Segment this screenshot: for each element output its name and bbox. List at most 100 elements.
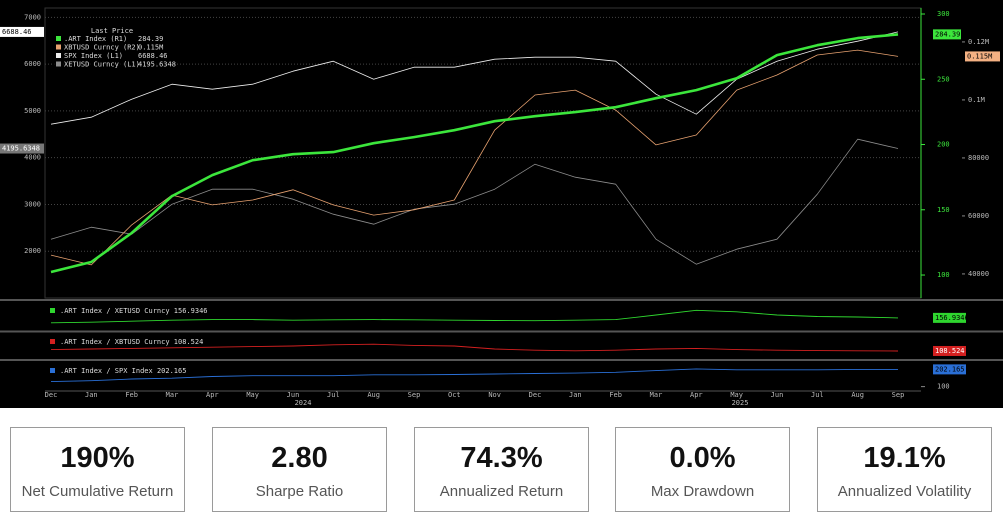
legend-label: XBTUSD Curncy (R2) [64,44,140,52]
last-price-box [965,51,1000,62]
legend-title: Last Price [91,27,133,35]
x-tick-label: Feb [609,391,622,399]
legend-name: .ART Index / XETUSD Curncy [60,307,170,315]
x-tick-label: Sep [892,391,905,399]
y-tick-label: 7000 [24,13,41,21]
y-tick-label: 4000 [24,154,41,162]
x-tick-label: Jan [85,391,98,399]
kpi-value: 19.1% [863,442,946,474]
legend [52,27,172,72]
legend-value: 4195.6348 [138,61,176,69]
y-tick-label: 100 [937,383,950,391]
x-tick-label: Jul [327,391,340,399]
y2-tick-label: 200 [937,141,950,149]
last-price-box [933,29,961,40]
legend-label: .ART Index (R1) [64,35,127,43]
x-tick-label: May [246,391,259,399]
x-tick-label: Mar [166,391,179,399]
y3-tick-label: 80000 [968,154,989,162]
x-tick-label: Aug [367,391,380,399]
last-price-label: 108.524 [935,347,965,355]
legend-value: 0.115M [138,44,163,52]
legend-swatch [56,61,61,67]
x-year-label: 2024 [295,399,312,407]
y3-tick-label: 0.1M [968,96,985,104]
kpi-card: 74.3% Annualized Return [414,427,589,512]
kpi-card: 190% Net Cumulative Return [10,427,185,512]
x-tick-label: Mar [650,391,663,399]
legend-value: 108.524 [174,338,204,346]
legend-label: .ART Index / XETUSD Curncy 156.9346 [60,307,208,315]
legend-value: 202.165 [157,367,187,375]
last-price-label: 156.9346 [935,314,969,322]
y-tick-label: 2000 [24,247,41,255]
y-tick-label: 6000 [24,60,41,68]
y2-tick-label: 150 [937,206,950,214]
x-tick-label: Apr [690,391,703,399]
legend-label: XETUSD Curncy (L1) [64,61,140,69]
kpi-label: Max Drawdown [650,483,755,500]
legend-swatch [56,53,61,58]
legend-swatch [50,339,55,344]
legend-label: SPX Index (L1) [64,52,123,60]
last-price-label: 202.165 [935,365,965,373]
last-price-box [933,364,966,375]
y-tick-label: 3000 [24,200,41,208]
legend-swatch [50,308,55,313]
x-tick-label: Jun [287,391,300,399]
last-price-label: 6688.46 [2,28,32,36]
legend-label: .ART Index / XBTUSD Curncy 108.524 [60,338,203,346]
x-tick-label: Aug [851,391,864,399]
x-tick-label: Dec [529,391,542,399]
y-tick-label: 5000 [24,107,41,115]
y3-tick-label: 40000 [968,270,989,278]
last-price-label: 284.39 [935,30,960,38]
kpi-value: 0.0% [669,442,736,474]
legend-swatch [56,44,61,50]
kpi-label: Annualized Volatility [837,483,972,500]
series-line [50,138,899,265]
kpi-card: 19.1% Annualized Volatility [817,427,992,512]
kpi-card: 2.80 Sharpe Ratio [212,427,387,512]
kpi-card: 0.0% Max Drawdown [615,427,790,512]
series-line [50,309,899,324]
legend-swatch [50,368,55,373]
last-price-box [933,345,966,356]
x-tick-label: May [730,391,743,399]
legend-swatch [56,36,61,41]
x-tick-label: Oct [448,391,461,399]
last-price-box [0,143,44,154]
kpi-value: 2.80 [271,442,328,474]
last-price-box [0,26,44,37]
x-tick-label: Apr [206,391,219,399]
y2-tick-label: 250 [937,75,950,83]
legend-value: 6688.46 [138,52,168,60]
x-tick-label: Jan [569,391,582,399]
last-price-box [933,312,966,323]
kpi-value: 190% [60,442,135,474]
series-line [50,31,899,125]
x-year-label: 2025 [732,399,749,407]
last-price-label: 0.115M [967,52,992,60]
series-line [50,343,899,352]
y2-tick-label: 100 [937,271,950,279]
series-line [50,368,898,383]
series-line [50,49,899,266]
legend-label: .ART Index / SPX Index 202.165 [60,367,186,375]
legend-name: .ART Index / XBTUSD Curncy [60,338,170,346]
y2-tick-label: 300 [937,10,950,18]
x-tick-label: Jul [811,391,824,399]
x-tick-label: Dec [45,391,58,399]
legend-value: 284.39 [138,35,163,43]
y3-tick-label: 60000 [968,212,989,220]
x-tick-label: Sep [408,391,421,399]
kpi-label: Sharpe Ratio [255,483,344,500]
x-tick-label: Nov [488,391,501,399]
legend-value: 156.9346 [174,307,208,315]
chart: 2000 3000 4000 5000 6000 7000 100 150 200 250 300 4… [0,0,1003,408]
x-tick-label: Feb [125,391,138,399]
kpi-label: Annualized Return [439,483,564,500]
y3-tick-label: 0.12M [968,38,989,46]
kpi-label: Net Cumulative Return [21,483,174,500]
